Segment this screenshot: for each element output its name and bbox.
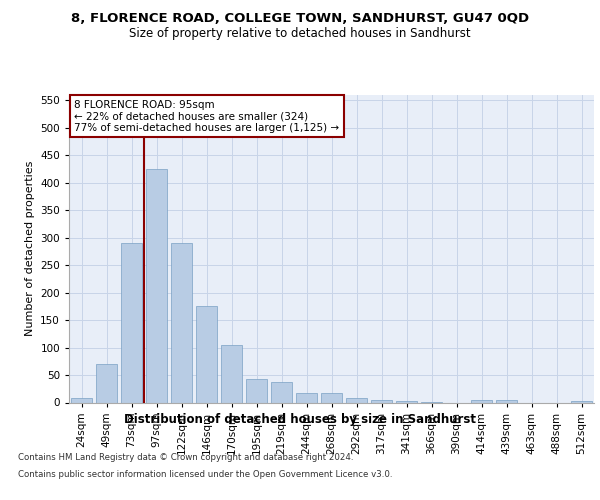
Bar xyxy=(121,244,142,402)
Text: Distribution of detached houses by size in Sandhurst: Distribution of detached houses by size … xyxy=(124,412,476,426)
Bar xyxy=(146,169,167,402)
Text: Size of property relative to detached houses in Sandhurst: Size of property relative to detached ho… xyxy=(129,28,471,40)
Text: Contains public sector information licensed under the Open Government Licence v3: Contains public sector information licen… xyxy=(18,470,392,479)
Bar xyxy=(271,382,292,402)
Bar xyxy=(296,392,317,402)
Bar xyxy=(346,398,367,402)
Y-axis label: Number of detached properties: Number of detached properties xyxy=(25,161,35,336)
Bar xyxy=(246,379,267,402)
Text: Contains HM Land Registry data © Crown copyright and database right 2024.: Contains HM Land Registry data © Crown c… xyxy=(18,452,353,462)
Bar xyxy=(221,345,242,403)
Bar xyxy=(71,398,92,402)
Bar xyxy=(371,400,392,402)
Bar xyxy=(321,392,342,402)
Bar xyxy=(171,244,192,402)
Bar xyxy=(471,400,492,402)
Text: 8 FLORENCE ROAD: 95sqm
← 22% of detached houses are smaller (324)
77% of semi-de: 8 FLORENCE ROAD: 95sqm ← 22% of detached… xyxy=(74,100,340,133)
Bar xyxy=(196,306,217,402)
Text: 8, FLORENCE ROAD, COLLEGE TOWN, SANDHURST, GU47 0QD: 8, FLORENCE ROAD, COLLEGE TOWN, SANDHURS… xyxy=(71,12,529,26)
Bar xyxy=(571,401,592,402)
Bar xyxy=(96,364,117,403)
Bar xyxy=(496,400,517,402)
